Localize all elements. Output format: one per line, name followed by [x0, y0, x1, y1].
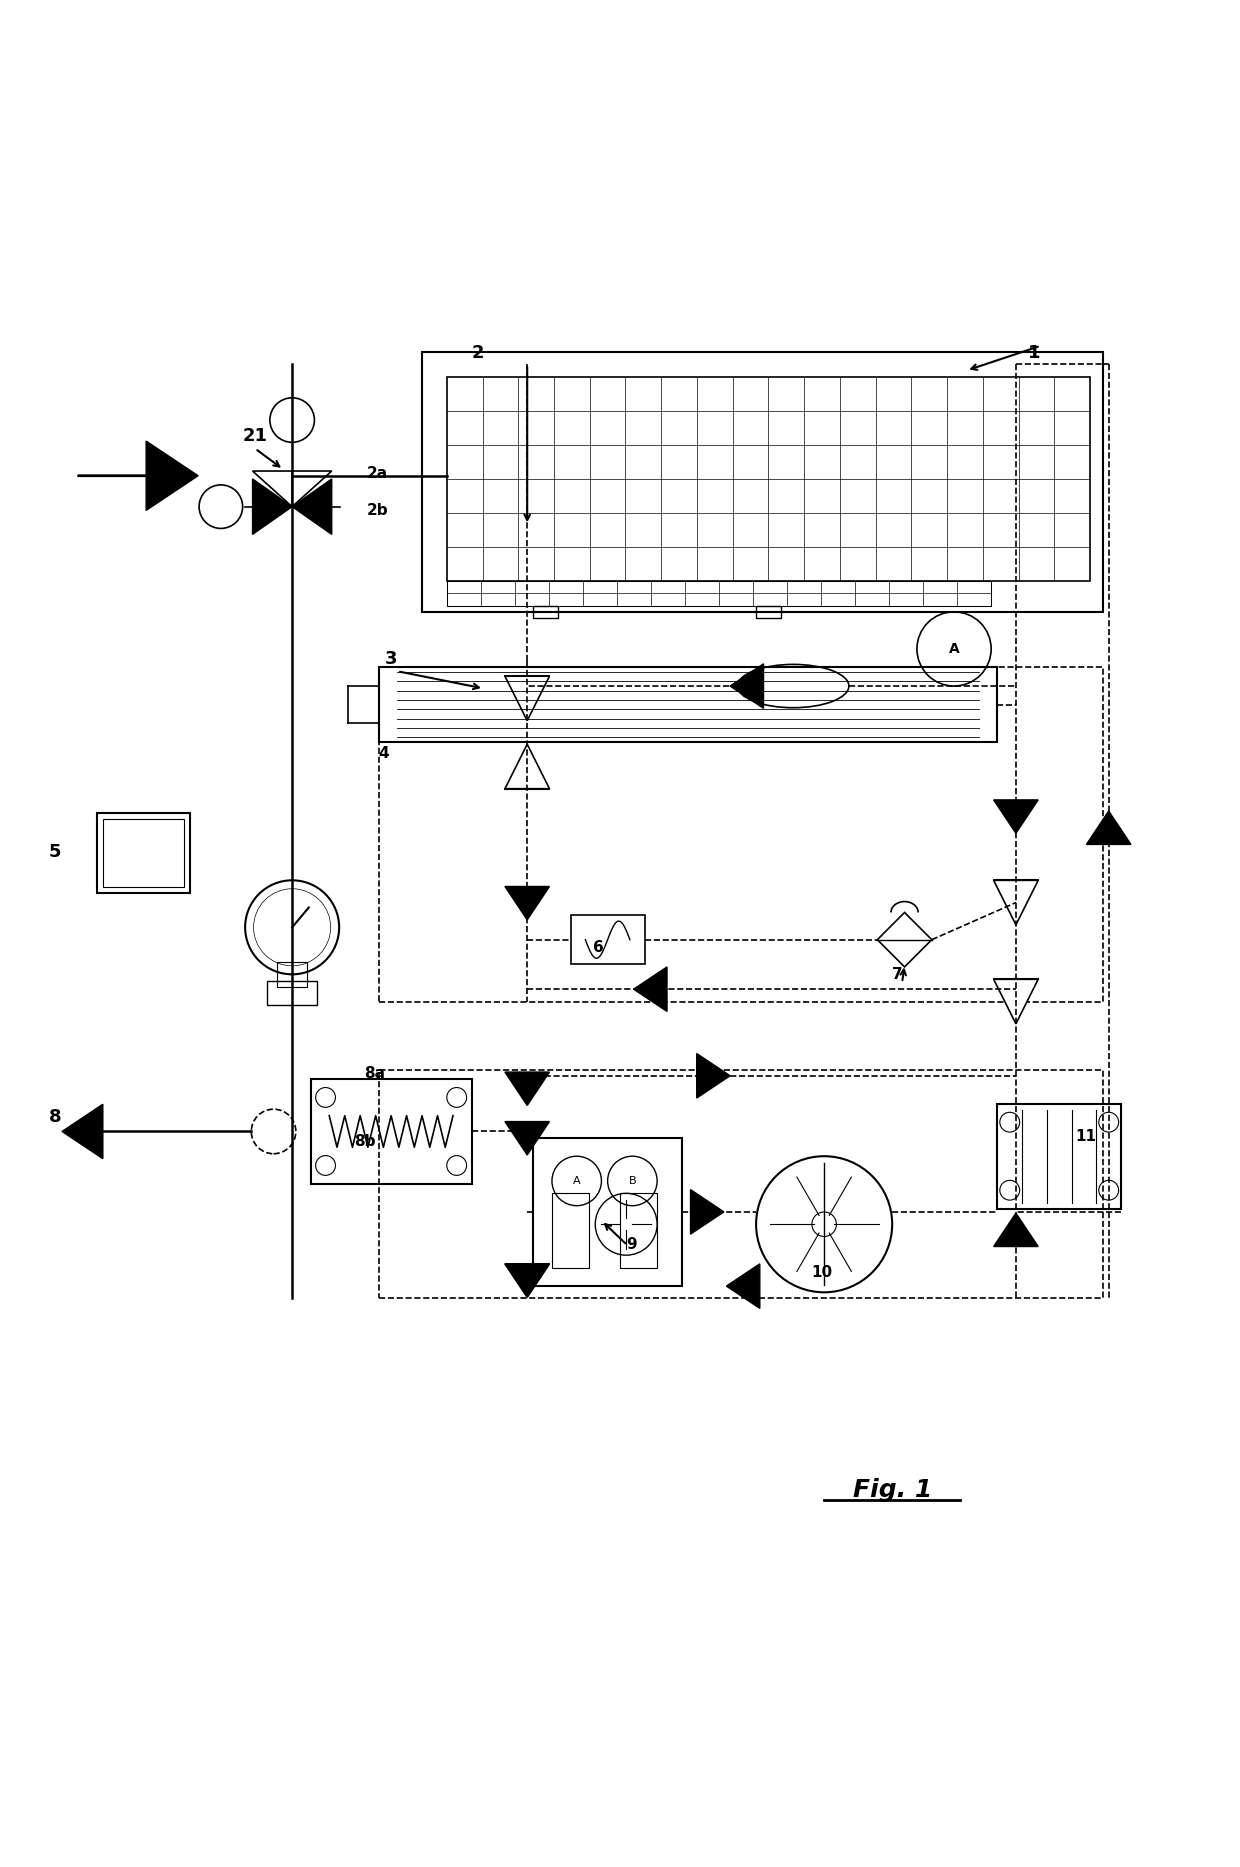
Text: A: A — [949, 642, 960, 655]
Bar — [103, 820, 184, 887]
Bar — [268, 980, 317, 1004]
Text: 8a: 8a — [363, 1066, 384, 1081]
Bar — [446, 377, 1090, 581]
Polygon shape — [505, 676, 549, 721]
Polygon shape — [993, 1214, 1038, 1247]
Polygon shape — [697, 1053, 730, 1098]
Text: 1: 1 — [1028, 344, 1040, 362]
Polygon shape — [993, 799, 1038, 833]
Polygon shape — [730, 665, 764, 708]
Bar — [378, 1070, 1102, 1298]
Bar — [446, 581, 991, 605]
Bar — [311, 1079, 471, 1184]
Bar — [422, 353, 1102, 612]
Polygon shape — [878, 913, 931, 967]
Text: 2: 2 — [471, 344, 484, 362]
Bar — [278, 962, 308, 986]
Polygon shape — [253, 470, 332, 506]
Text: 5: 5 — [48, 842, 61, 861]
Text: 9: 9 — [626, 1238, 637, 1253]
Bar — [570, 915, 645, 965]
Bar — [533, 1137, 682, 1286]
Text: 21: 21 — [243, 428, 268, 444]
Polygon shape — [505, 1122, 549, 1156]
Text: 7: 7 — [893, 967, 903, 982]
Polygon shape — [293, 480, 332, 534]
Text: A: A — [573, 1176, 580, 1186]
Polygon shape — [505, 887, 549, 920]
Text: Fig. 1: Fig. 1 — [853, 1479, 931, 1503]
Polygon shape — [727, 1264, 760, 1309]
Polygon shape — [505, 1264, 549, 1298]
Text: 8b: 8b — [353, 1135, 376, 1150]
Bar — [620, 1193, 657, 1268]
Polygon shape — [691, 1189, 724, 1234]
Text: 4: 4 — [378, 745, 389, 762]
Polygon shape — [505, 745, 549, 788]
Text: 2b: 2b — [366, 504, 388, 519]
Polygon shape — [634, 967, 667, 1012]
Text: 11: 11 — [1075, 1130, 1096, 1144]
Bar — [97, 812, 190, 892]
Text: B: B — [629, 1176, 636, 1186]
Bar — [552, 1193, 589, 1268]
Polygon shape — [146, 441, 198, 510]
Bar — [533, 605, 558, 618]
Bar — [997, 1103, 1121, 1208]
Text: 3: 3 — [384, 650, 398, 668]
Text: 10: 10 — [812, 1266, 833, 1281]
Polygon shape — [505, 1264, 549, 1298]
Bar — [756, 605, 781, 618]
Polygon shape — [505, 1072, 549, 1105]
Polygon shape — [993, 980, 1038, 1023]
Bar — [378, 668, 1102, 1001]
Polygon shape — [1086, 810, 1131, 844]
Text: 6: 6 — [593, 941, 604, 956]
Polygon shape — [253, 480, 293, 534]
Text: 2a: 2a — [366, 467, 387, 482]
Polygon shape — [62, 1103, 103, 1159]
Text: 8: 8 — [48, 1107, 61, 1126]
Bar — [378, 668, 997, 741]
Polygon shape — [993, 881, 1038, 924]
